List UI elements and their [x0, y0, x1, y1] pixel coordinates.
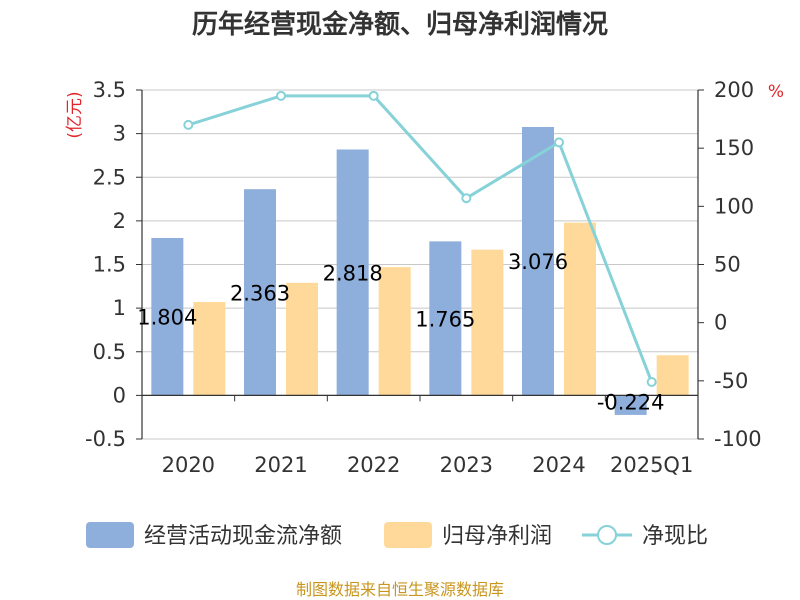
- right-tick-label: -50: [714, 369, 748, 393]
- left-tick-label: 3: [113, 122, 126, 146]
- ratio-point: [554, 137, 564, 148]
- legend-ratio-marker: [597, 525, 617, 545]
- cash-flow-data-label: -0.224: [597, 390, 665, 414]
- legend-ratio-label: 净现比: [642, 524, 708, 549]
- cash-flow-bar: [244, 189, 276, 396]
- legend-cash-flow-label: 经营活动现金流净额: [144, 524, 342, 549]
- ratio-point: [646, 376, 657, 387]
- left-axis-unit: (亿元): [65, 91, 85, 138]
- left-tick-label: 0: [113, 383, 126, 407]
- right-tick-label: 100: [714, 194, 754, 218]
- left-tick-label: 3.5: [93, 78, 126, 102]
- left-tick-label: 2: [113, 209, 126, 233]
- cash-flow-data-label: 2.818: [323, 261, 383, 285]
- category-label: 2020: [162, 453, 215, 477]
- legend: 经营活动现金流净额 归母净利润 净现比: [86, 522, 708, 549]
- chart-title: 历年经营现金净额、归母净利润情况: [192, 9, 608, 40]
- legend-cash-flow-swatch: [86, 522, 134, 548]
- net-profit-bar: [471, 249, 504, 396]
- source-note: 制图数据来自恒生聚源数据库: [296, 580, 504, 599]
- legend-net-profit-swatch: [384, 522, 432, 548]
- cash-flow-bar: [522, 126, 554, 396]
- left-tick-label: -0.5: [85, 427, 126, 451]
- net-profit-bar: [378, 267, 411, 396]
- net-profit-bar: [193, 302, 226, 396]
- ratio-line-path: [187, 94, 654, 383]
- net-profit-bar: [286, 282, 318, 396]
- right-tick-label: 200: [714, 78, 754, 102]
- right-tick-label: -100: [714, 427, 762, 451]
- ratio-point: [461, 193, 472, 204]
- left-tick-label: 2.5: [93, 165, 126, 189]
- left-tick-label: 0.5: [93, 340, 126, 364]
- right-tick-label: 50: [714, 253, 741, 277]
- ratio-point: [368, 90, 379, 101]
- ratio-line: [183, 90, 657, 387]
- right-axis-unit: %: [768, 82, 784, 102]
- legend-net-profit-label: 归母净利润: [442, 524, 552, 549]
- category-label: 2022: [347, 453, 400, 477]
- cash-flow-bar: [336, 149, 369, 396]
- right-tick-label: 150: [714, 136, 754, 160]
- ratio-point: [276, 90, 286, 101]
- cash-flow-data-label: 1.765: [415, 307, 475, 331]
- category-label: 2021: [254, 453, 307, 477]
- data-labels: 1.804 2.363 2.818 1.765 3.076 -0.224: [137, 250, 664, 414]
- category-label: 2023: [440, 453, 493, 477]
- cash-flow-bar: [151, 237, 184, 396]
- left-tick-label: 1: [113, 296, 126, 320]
- net-profit-bar: [564, 222, 596, 396]
- category-label: 2024: [532, 453, 585, 477]
- axes: -0.5 0 0.5 1 1.5 2 2.5 3 3.5 -100 -50 0 50 100 150 200 2…: [85, 78, 762, 477]
- left-tick-label: 1.5: [93, 253, 126, 277]
- cash-flow-data-label: 1.804: [137, 306, 197, 330]
- net-profit-bar: [656, 355, 689, 396]
- bars: [151, 126, 689, 415]
- cash-flow-bar: [429, 241, 462, 396]
- ratio-point: [183, 119, 194, 130]
- right-tick-label: 0: [714, 311, 727, 335]
- grid: [142, 89, 698, 440]
- cash-flow-bar: [614, 395, 647, 415]
- category-label: 2025Q1: [610, 453, 693, 477]
- cash-flow-data-label: 3.076: [508, 250, 568, 274]
- cash-flow-data-label: 2.363: [230, 281, 290, 305]
